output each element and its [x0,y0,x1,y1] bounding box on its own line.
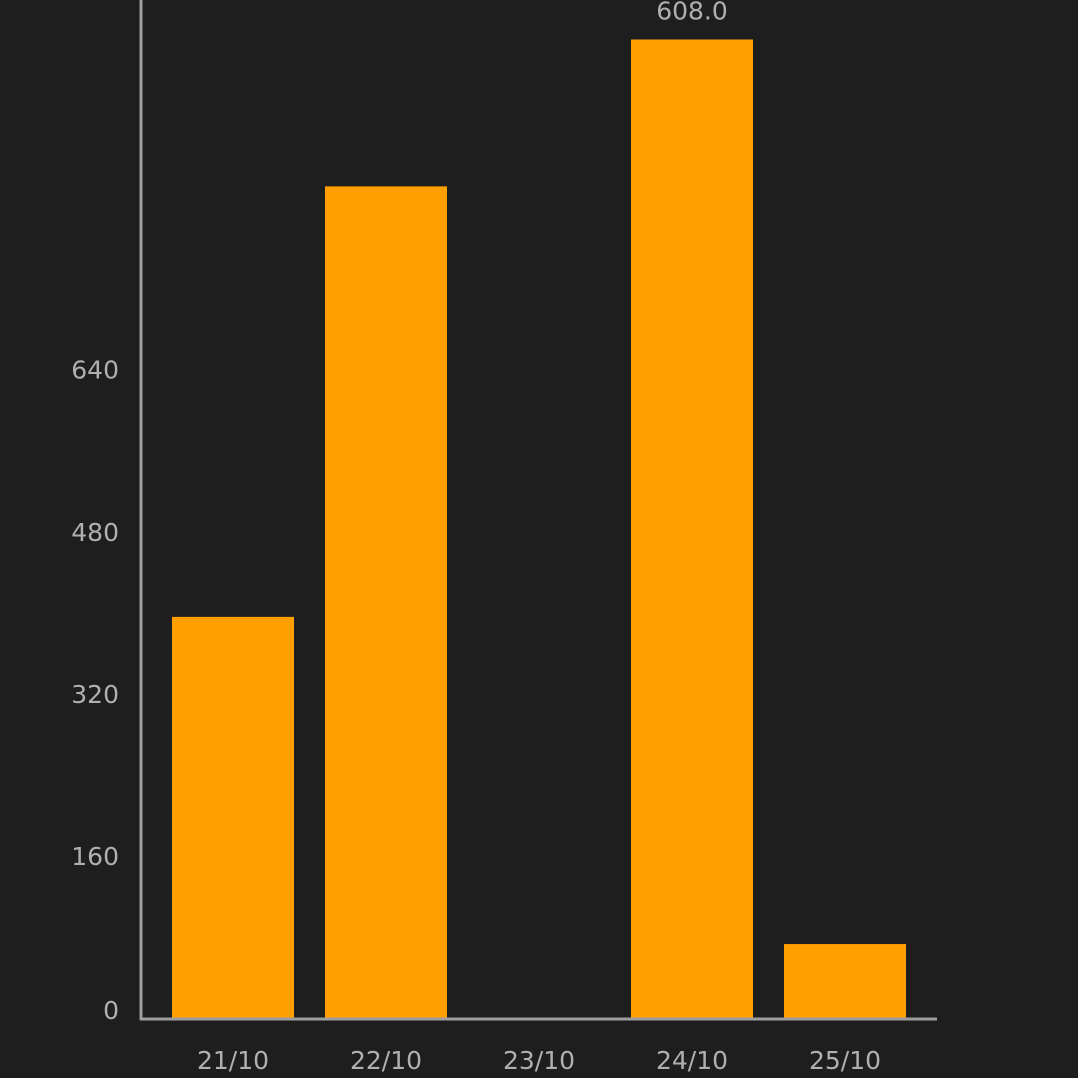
x-tick-label: 21/10 [197,1046,269,1075]
y-tick-label: 480 [71,518,119,547]
y-tick-label: 320 [71,680,119,709]
bar-21-10 [172,616,294,1018]
x-tick-label: 22/10 [350,1046,422,1075]
x-tick-label: 24/10 [656,1046,728,1075]
data-label: 608.0 [656,0,728,26]
bar-25-10 [784,944,906,1018]
y-tick-label: 640 [71,356,119,385]
y-tick-label: 160 [71,842,119,871]
x-tick-label: 23/10 [503,1046,575,1075]
bar-24-10 [631,39,753,1019]
x-tick-label: 25/10 [809,1046,881,1075]
y-tick-label: 0 [103,996,119,1025]
bar-22-10 [325,186,447,1018]
